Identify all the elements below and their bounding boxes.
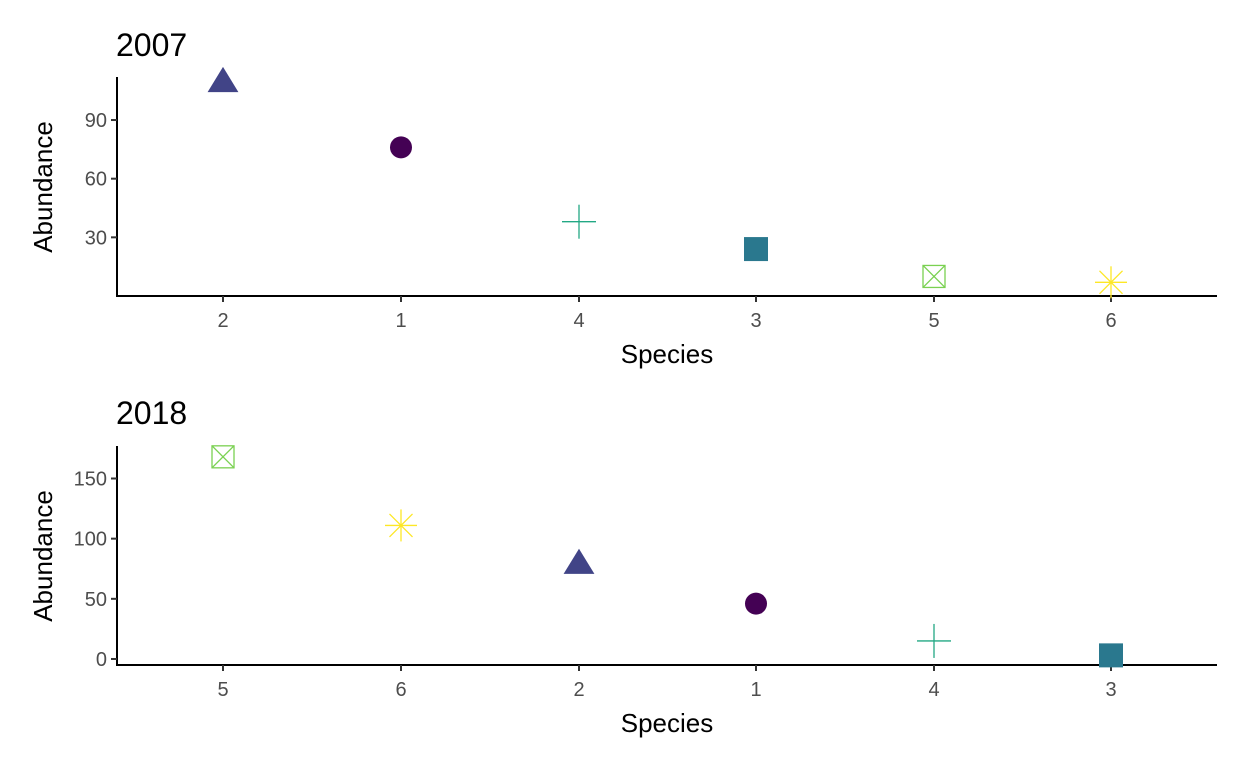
y-tick-label: 0 (96, 649, 107, 671)
panel-title: 2018 (116, 395, 187, 431)
data-point-species-6 (1095, 266, 1127, 299)
data-point-species-1 (390, 136, 412, 159)
data-point-species-4 (562, 204, 596, 239)
x-tick-label: 5 (928, 310, 939, 332)
panel-2007: 2007 Abundance Species 30 60 90 2 1 4 3 5 6 (28, 27, 1217, 369)
marker-boxed-x (922, 264, 946, 289)
y-tick-label: 60 (85, 169, 107, 191)
x-tick-label: 3 (750, 310, 761, 332)
panel-2018: 2018 Abundance Species 0 50 100 150 5 6 2 1 4 3 (28, 395, 1217, 738)
y-tick-label: 50 (85, 589, 107, 611)
y-tick-label: 30 (85, 227, 107, 249)
marker-triangle (207, 66, 239, 93)
x-tick-label: 4 (928, 679, 939, 701)
marker-square (1099, 643, 1123, 668)
x-axis-title: Species (621, 339, 714, 369)
marker-triangle (563, 548, 595, 574)
data-point-species-2 (207, 66, 239, 93)
data-point-species-5 (211, 445, 235, 469)
marker-asterisk (385, 509, 417, 542)
marker-square (744, 237, 768, 262)
data-point-species-4 (917, 623, 951, 658)
marker-circle (745, 592, 767, 615)
y-axis-title: Abundance (28, 121, 58, 253)
x-tick-label: 6 (395, 679, 406, 701)
x-ticks: 5 6 2 1 4 3 (217, 665, 1117, 701)
data-point-species-5 (922, 264, 946, 289)
data-points (207, 66, 1127, 299)
x-ticks: 2 1 4 3 5 6 (217, 296, 1117, 332)
panel-title: 2007 (116, 27, 187, 63)
x-tick-label: 2 (573, 679, 584, 701)
marker-plus (562, 204, 596, 239)
data-point-species-2 (563, 548, 595, 574)
x-tick-label: 1 (750, 679, 761, 701)
y-tick-label: 150 (74, 468, 107, 490)
data-point-species-6 (385, 509, 417, 542)
data-point-species-3 (744, 237, 768, 262)
marker-asterisk (1095, 266, 1127, 299)
marker-boxed-x (211, 445, 235, 469)
x-axis-title: Species (621, 708, 714, 738)
x-tick-label: 5 (217, 679, 228, 701)
y-axis-title: Abundance (28, 490, 58, 622)
y-ticks: 0 50 100 150 (74, 468, 117, 671)
x-tick-label: 4 (573, 310, 584, 332)
data-points (211, 445, 1123, 668)
y-ticks: 30 60 90 (85, 110, 117, 249)
data-point-species-3 (1099, 643, 1123, 668)
marker-plus (917, 623, 951, 658)
y-tick-label: 90 (85, 110, 107, 132)
x-tick-label: 3 (1105, 679, 1116, 701)
x-tick-label: 2 (217, 310, 228, 332)
data-point-species-1 (745, 592, 767, 615)
y-tick-label: 100 (74, 529, 107, 551)
x-tick-label: 6 (1105, 310, 1116, 332)
marker-circle (390, 136, 412, 159)
x-tick-label: 1 (395, 310, 406, 332)
